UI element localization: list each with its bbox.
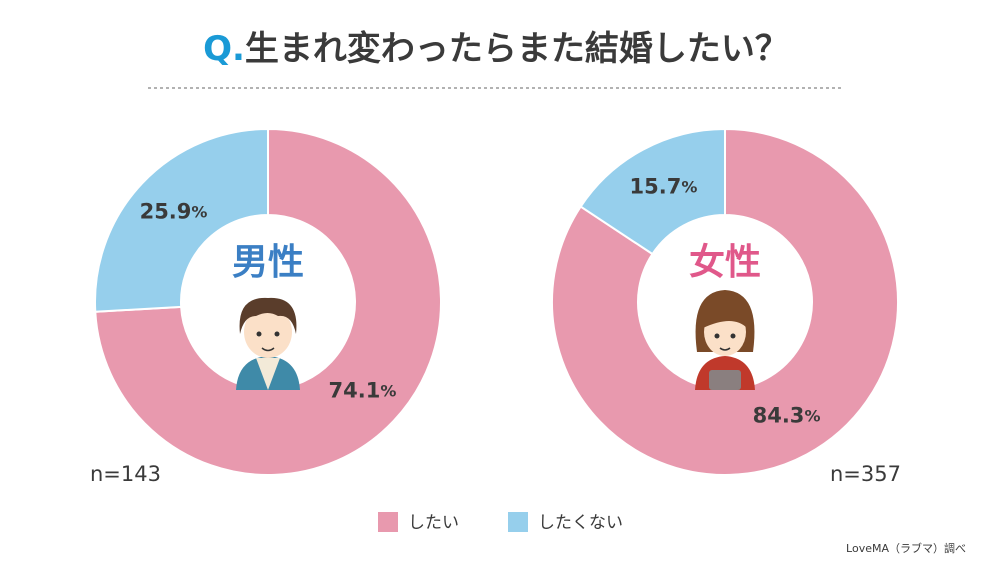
legend-label: したい xyxy=(408,513,459,533)
donut-segment xyxy=(94,127,269,313)
center-label: 女性 xyxy=(689,242,761,283)
charts: 74.1% 25.9% 男性 n=143 84.3% 15.7% 女性 n=357 xyxy=(90,127,901,486)
legend-label: したくない xyxy=(538,513,623,533)
legend-swatch xyxy=(508,512,528,532)
value-label: 15.7% xyxy=(630,174,698,198)
value-label: 84.3% xyxy=(753,404,821,428)
donut-segment xyxy=(579,127,726,256)
value-label: 25.9% xyxy=(140,200,208,224)
sample-size: n=357 xyxy=(830,462,901,486)
legend-swatch xyxy=(378,512,398,532)
donut-segment xyxy=(94,127,442,476)
male-figure xyxy=(236,297,300,390)
sample-size: n=143 xyxy=(90,462,161,486)
female-figure xyxy=(695,290,755,390)
title: Q.生まれ変わったらまた結婚したい？ xyxy=(203,29,789,69)
legend: したい したくない xyxy=(378,512,623,533)
source: LoveMA（ラブマ）調べ xyxy=(846,541,966,555)
donut-segment xyxy=(551,127,899,476)
value-label: 74.1% xyxy=(329,378,397,402)
center-label: 男性 xyxy=(232,242,304,283)
